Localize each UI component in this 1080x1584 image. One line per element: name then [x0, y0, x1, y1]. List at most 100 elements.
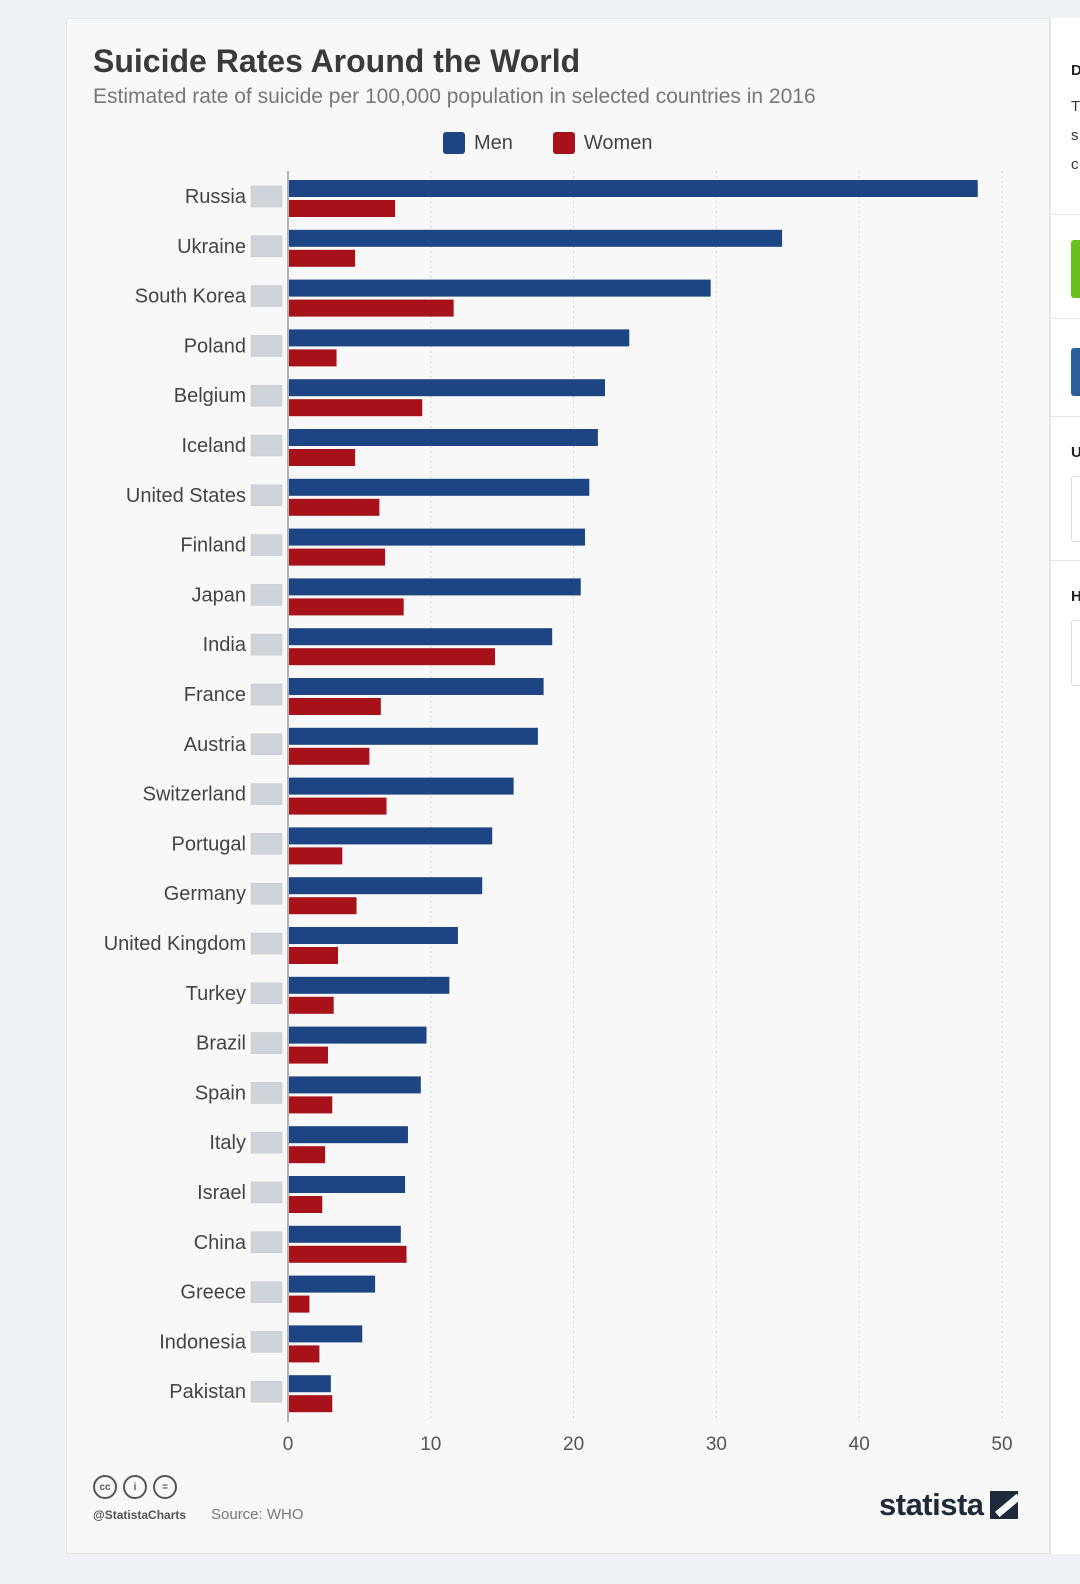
bar-men-germany[interactable]	[289, 877, 483, 895]
bar-men-pakistan[interactable]	[289, 1375, 331, 1393]
flag-icon-germany	[250, 882, 283, 905]
category-label-brazil: Brazil	[196, 1033, 246, 1055]
side-panel-label-initial-1: U	[1071, 444, 1080, 461]
flag-icon-united-kingdom	[250, 932, 283, 955]
flag-icon-austria	[250, 733, 283, 756]
twitter-handle[interactable]: @StatistaCharts	[93, 1508, 187, 1522]
category-label-turkey: Turkey	[186, 983, 246, 1005]
bar-men-france[interactable]	[289, 678, 544, 695]
category-label-finland: Finland	[180, 535, 246, 557]
category-label-france: France	[184, 684, 246, 706]
bar-women-united-kingdom[interactable]	[289, 947, 338, 964]
bar-men-china[interactable]	[289, 1225, 401, 1243]
category-label-pakistan: Pakistan	[169, 1381, 246, 1403]
bar-men-italy[interactable]	[289, 1126, 408, 1144]
bar-women-japan[interactable]	[289, 598, 404, 616]
side-panel-divider	[1051, 560, 1080, 561]
category-label-russia: Russia	[185, 186, 247, 208]
legend-item-men[interactable]: Men	[443, 132, 513, 155]
flag-icon-ukraine	[250, 235, 283, 258]
bar-men-brazil[interactable]	[289, 1026, 427, 1044]
flag-icon-finland	[250, 534, 283, 556]
bar-women-pakistan[interactable]	[289, 1395, 333, 1413]
bar-men-india[interactable]	[289, 628, 553, 646]
chart-subtitle: Estimated rate of suicide per 100,000 po…	[93, 85, 816, 108]
category-label-greece: Greece	[180, 1282, 246, 1304]
bar-men-austria[interactable]	[289, 727, 538, 745]
x-tick-label: 10	[420, 1434, 441, 1455]
flag-icon-united-states	[250, 484, 283, 507]
bar-women-france[interactable]	[289, 698, 381, 715]
x-tick-label: 40	[849, 1434, 870, 1455]
bar-women-indonesia[interactable]	[289, 1345, 320, 1363]
bar-women-finland[interactable]	[289, 548, 386, 566]
bar-men-finland[interactable]	[289, 528, 586, 546]
bar-women-greece[interactable]	[289, 1295, 310, 1313]
bar-women-ukraine[interactable]	[289, 249, 356, 267]
x-tick-label: 30	[706, 1434, 727, 1455]
bar-women-germany[interactable]	[289, 897, 357, 915]
flag-icon-china	[250, 1231, 283, 1254]
side-panel-blue-button[interactable]	[1071, 348, 1080, 396]
x-tick-label: 20	[563, 1434, 584, 1455]
bar-men-israel[interactable]	[289, 1176, 406, 1193]
bar-women-italy[interactable]	[289, 1146, 326, 1164]
side-panel-field[interactable]	[1071, 476, 1080, 542]
side-panel-green-button[interactable]	[1071, 240, 1080, 298]
bar-women-iceland[interactable]	[289, 449, 356, 466]
category-label-germany: Germany	[164, 883, 246, 905]
bar-men-portugal[interactable]	[289, 827, 493, 845]
bar-men-united-states[interactable]	[289, 478, 590, 496]
bar-men-switzerland[interactable]	[289, 777, 514, 795]
side-panel-divider	[1051, 318, 1080, 319]
bar-women-turkey[interactable]	[289, 996, 334, 1014]
bar-men-japan[interactable]	[289, 578, 581, 596]
bar-women-austria[interactable]	[289, 747, 370, 765]
bar-women-russia[interactable]	[289, 200, 396, 217]
category-label-switzerland: Switzerland	[143, 784, 246, 806]
flag-icon-turkey	[250, 982, 283, 1005]
bar-men-belgium[interactable]	[289, 379, 606, 397]
bar-women-india[interactable]	[289, 648, 496, 666]
bar-men-spain[interactable]	[289, 1076, 421, 1094]
bar-women-south-korea[interactable]	[289, 299, 454, 317]
legend-item-women[interactable]: Women	[552, 132, 652, 155]
bar-men-indonesia[interactable]	[289, 1325, 363, 1343]
flag-icon-india	[250, 633, 283, 656]
bar-men-iceland[interactable]	[289, 429, 598, 446]
bar-men-turkey[interactable]	[289, 976, 450, 994]
bar-women-switzerland[interactable]	[289, 797, 387, 815]
category-label-spain: Spain	[195, 1082, 246, 1104]
chart-card: Suicide Rates Around the World Estimated…	[66, 18, 1050, 1554]
bar-men-united-kingdom[interactable]	[289, 927, 458, 944]
bar-women-brazil[interactable]	[289, 1046, 328, 1064]
flag-icon-indonesia	[250, 1331, 283, 1353]
category-label-ukraine: Ukraine	[177, 236, 246, 258]
bar-women-israel[interactable]	[289, 1196, 323, 1213]
category-label-belgium: Belgium	[174, 385, 246, 407]
bar-women-portugal[interactable]	[289, 847, 343, 865]
by-icon: i	[123, 1475, 147, 1499]
bar-men-greece[interactable]	[289, 1275, 376, 1293]
side-panel: D T s c U H	[1050, 18, 1080, 1554]
bar-men-russia[interactable]	[289, 180, 978, 197]
category-label-israel: Israel	[197, 1182, 246, 1204]
category-label-china: China	[194, 1232, 247, 1254]
side-panel-divider	[1051, 416, 1080, 417]
bar-men-poland[interactable]	[289, 329, 630, 347]
source-note: Source: WHO	[211, 1506, 304, 1523]
bar-women-belgium[interactable]	[289, 399, 423, 417]
bar-women-poland[interactable]	[289, 349, 337, 367]
bar-men-south-korea[interactable]	[289, 279, 711, 297]
statista-logo[interactable]: statista	[879, 1487, 1018, 1523]
flag-icon-belgium	[250, 384, 283, 407]
side-panel-field[interactable]	[1071, 620, 1080, 686]
brand-text: statista	[879, 1487, 984, 1522]
nd-icon: =	[153, 1475, 177, 1499]
bar-women-united-states[interactable]	[289, 498, 380, 516]
bar-women-spain[interactable]	[289, 1096, 333, 1114]
bar-men-ukraine[interactable]	[289, 229, 783, 247]
bar-women-china[interactable]	[289, 1245, 407, 1263]
flag-icon-italy	[250, 1131, 283, 1154]
x-tick-label: 50	[991, 1434, 1012, 1455]
